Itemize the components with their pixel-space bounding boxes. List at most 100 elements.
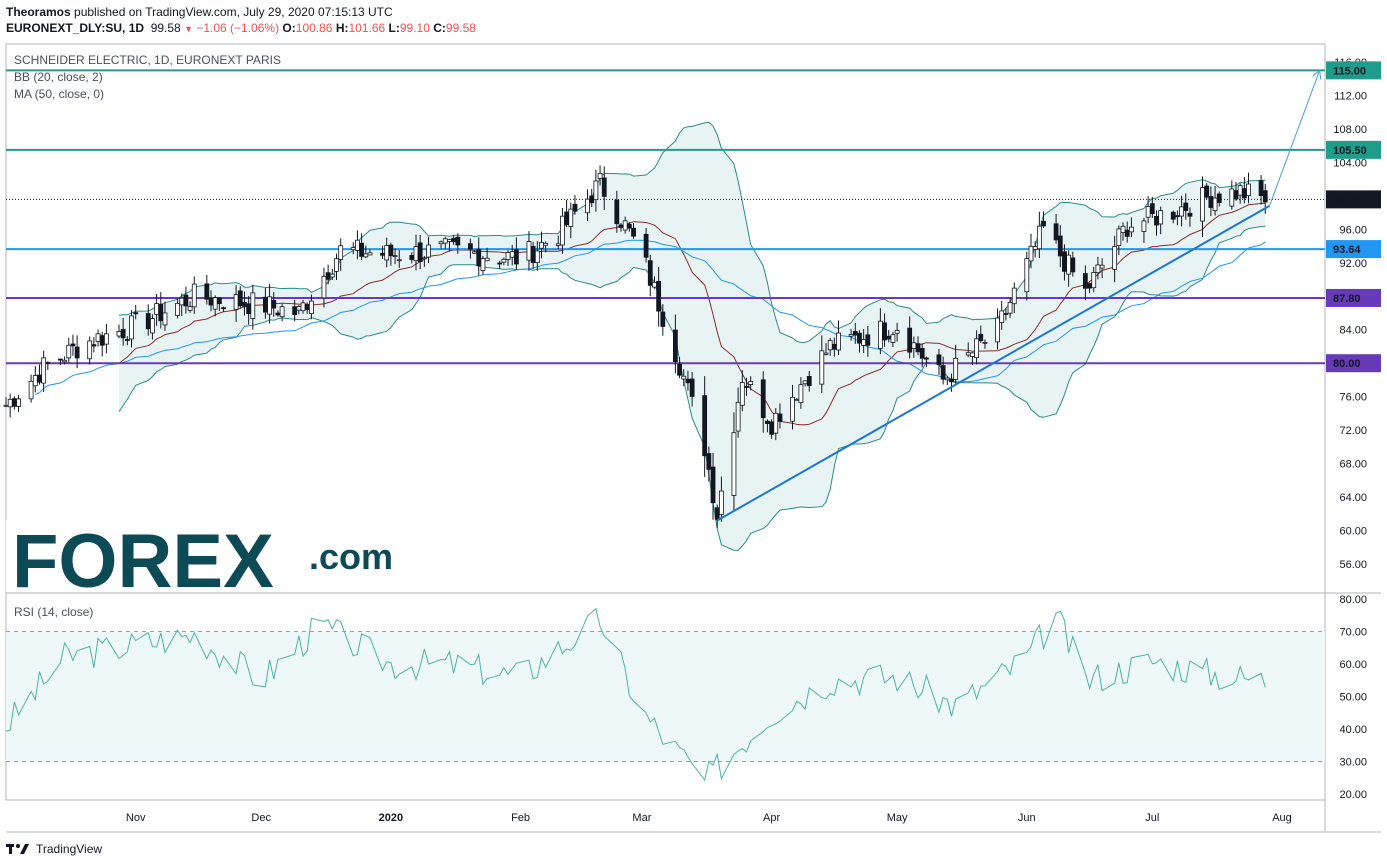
candle-body [505,252,511,260]
candle-body [643,233,649,258]
candle-body [543,242,549,246]
candle-body [338,245,344,260]
candle-body [1246,183,1251,197]
candle-body [1208,195,1214,208]
candle-body [514,249,519,265]
candle-body [1082,273,1088,289]
candle-body [672,329,678,363]
trendline[interactable] [716,205,1270,522]
candle-body [1149,203,1155,215]
low-value: 99.10 [399,21,430,35]
ma-legend[interactable]: MA (50, close, 0) [14,87,104,101]
candle-body [631,227,636,237]
candle-body [953,357,959,380]
candle-body [1141,220,1147,232]
candle-body [325,272,331,280]
time-tick-label: Nov [126,812,146,824]
time-tick-label: May [887,812,908,824]
candle-body [886,335,892,340]
candle-body [1183,202,1189,211]
time-tick-label: Dec [251,812,271,824]
candle-body [681,375,687,380]
candle-body [16,398,21,407]
time-tick-label: Feb [511,812,530,824]
tradingview-brand[interactable]: TradingView [36,842,103,856]
candle-body [777,413,783,422]
candle-body [560,215,565,246]
candle-body [1070,257,1076,273]
rsi-legend[interactable]: RSI (14, close) [14,605,93,619]
candle-body [1036,225,1042,250]
candle-body [919,347,925,359]
candle-body [267,296,272,315]
candle-body [1099,264,1105,269]
candle-body [1116,228,1122,247]
candle-body [384,245,390,261]
candle-body [304,304,310,310]
candle-body [949,378,954,383]
candle-body [246,303,252,315]
candle-body [1145,206,1151,218]
author-name[interactable]: Theoramos [6,5,71,19]
candle-body [1204,185,1210,198]
candle-body [1170,211,1176,220]
candle-body [593,180,599,201]
rsi-line [5,607,1266,782]
open-value: 100.86 [295,21,333,35]
candle-body [442,238,448,244]
candle-body [794,398,800,401]
candle-body [790,396,795,422]
candle-body [162,312,168,326]
candle-body [1091,272,1097,289]
candle-body [585,198,590,214]
candle-body [970,352,975,357]
time-tick-label: 2020 [379,812,403,824]
candle-body [104,333,109,345]
candle-body [568,208,574,227]
level-price-tag [1326,140,1381,159]
candle-body [827,340,833,351]
candle-body [597,172,603,179]
rsi-tick-label: 60.00 [1339,659,1367,671]
candle-body [656,280,662,312]
down-arrow-icon: ▼ [184,24,193,34]
candle-body [601,177,607,197]
candle-body [739,382,745,406]
projection-arrow[interactable] [1268,69,1322,207]
bollinger-basis [118,202,1266,426]
candle-body [735,401,741,432]
rsi-band-fill [6,631,1325,762]
candle-body [120,328,126,339]
bb-legend[interactable]: BB (20, close, 2) [14,70,103,84]
candle-body [539,242,544,249]
price-tick-label: 56.00 [1339,559,1367,571]
price-tick-label: 76.00 [1339,392,1367,404]
candle-body [45,362,51,364]
candle-body [1154,215,1159,226]
candle-body [472,251,477,254]
rsi-tick-label: 50.00 [1339,692,1367,704]
rsi-tick-label: 40.00 [1339,724,1367,736]
candle-body [660,311,666,327]
candle-body [965,352,971,356]
candle-body [87,340,93,360]
candle-body [626,223,632,229]
candle-body [769,421,774,435]
low-label: L: [388,21,400,35]
candle-body [1216,193,1222,204]
candle-body [718,490,724,515]
candle-body [501,258,507,263]
price-tick-label: 96.00 [1339,224,1367,236]
candle-body [1003,313,1009,315]
candle-body [685,378,691,384]
candle-body [57,358,63,361]
candle-body [744,385,749,388]
candle-body [1032,246,1038,250]
candle-body [1233,190,1239,200]
candle-body [915,343,921,353]
candle-body [28,380,34,400]
arrow-shaft [1268,70,1321,207]
candle-body [894,330,900,334]
candle-body [191,283,197,308]
